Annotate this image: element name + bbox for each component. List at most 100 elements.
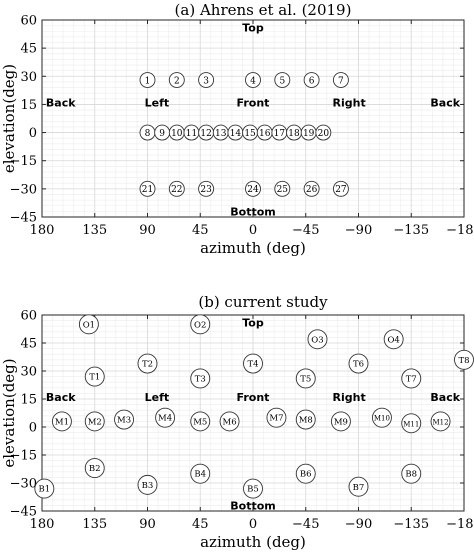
point-label: 20 (318, 129, 330, 139)
point-label: T7 (406, 375, 417, 385)
point-marker (295, 409, 316, 430)
point-label: 3 (203, 76, 209, 86)
point-marker (84, 458, 105, 479)
point-label: M10 (374, 415, 390, 423)
point-label: 4 (250, 76, 256, 86)
point-m11: M11 (401, 413, 422, 434)
region-label-back: Back (430, 391, 460, 404)
point-marker (430, 411, 451, 432)
point-13: 13 (212, 124, 229, 141)
point-label: 14 (230, 129, 242, 139)
point-label: 15 (244, 129, 256, 139)
point-label: 13 (215, 129, 227, 139)
point-marker (168, 72, 185, 88)
x-tick-label: −135 (393, 223, 429, 238)
y-tick-label: 60 (20, 14, 37, 29)
point-label: M4 (158, 414, 172, 424)
region-label-back: Back (46, 97, 76, 110)
y-tick-label: 30 (20, 365, 37, 380)
point-20: 20 (315, 124, 332, 141)
x-tick-label: −135 (393, 517, 429, 532)
point-marker (137, 353, 158, 374)
point-label: 11 (186, 129, 197, 139)
region-label-left: Left (145, 391, 170, 404)
point-label: O2 (194, 320, 206, 330)
chart-title: (a) Ahrens et al. (2019) (175, 1, 352, 19)
x-tick-label: −45 (292, 223, 319, 238)
point-marker (266, 407, 287, 428)
point-label: B3 (142, 481, 154, 491)
point-b2: B2 (84, 458, 105, 479)
point-2: 2 (168, 72, 185, 88)
region-label-front: Front (237, 391, 270, 404)
region-label-left: Left (145, 97, 170, 110)
point-label: M6 (222, 417, 236, 427)
point-label: B2 (89, 464, 101, 474)
point-25: 25 (274, 180, 291, 197)
point-label: M1 (55, 417, 69, 427)
y-tick-label: 15 (20, 98, 37, 113)
point-11: 11 (183, 124, 200, 141)
point-marker (295, 463, 316, 484)
point-8: 8 (139, 124, 156, 141)
x-tick-label: −180 (446, 517, 474, 532)
point-marker (243, 353, 263, 374)
point-marker (114, 409, 135, 430)
x-tick-label: 45 (192, 517, 209, 532)
point-label: O1 (83, 320, 95, 330)
x-tick-label: −90 (345, 517, 372, 532)
point-label: O3 (311, 335, 323, 345)
point-12: 12 (198, 124, 215, 141)
point-22: 22 (168, 180, 185, 197)
point-1: 1 (139, 72, 156, 88)
point-t1: T1 (84, 366, 105, 387)
point-label: M9 (334, 417, 348, 427)
point-label: M2 (88, 417, 102, 427)
x-tick-label: 0 (249, 517, 257, 532)
point-marker (190, 463, 211, 484)
point-marker (198, 72, 215, 88)
point-27: 27 (332, 180, 349, 197)
point-b4: B4 (190, 463, 211, 484)
point-marker (332, 180, 349, 197)
region-label-back: Back (430, 97, 460, 110)
x-tick-label: −180 (446, 223, 474, 238)
x-tick-label: 90 (139, 223, 156, 238)
point-t2: T2 (137, 353, 158, 374)
y-tick-label: −45 (10, 505, 37, 520)
point-b1: B1 (34, 478, 55, 499)
point-14: 14 (227, 124, 244, 141)
point-marker (190, 314, 211, 335)
point-m7: M7 (266, 407, 287, 428)
chart-panel-2: 180 135 90 45 0 −45 −90 −135 −180 −45 −30 −15 0 15 30 4… (0, 293, 474, 551)
point-marker (139, 72, 156, 88)
y-tick-label: −15 (10, 154, 37, 169)
point-label: T2 (142, 360, 153, 370)
point-label: T3 (195, 375, 206, 385)
x-tick-label: 45 (192, 223, 209, 238)
point-marker (243, 478, 263, 499)
point-o3: O3 (307, 329, 328, 350)
point-label: 21 (142, 185, 153, 195)
point-marker (307, 329, 328, 350)
point-label: 9 (159, 129, 165, 139)
point-marker (371, 407, 392, 428)
point-marker (245, 72, 261, 88)
point-5: 5 (274, 72, 291, 88)
point-marker (295, 368, 316, 389)
point-m1: M1 (51, 411, 72, 432)
x-axis-label: azimuth (deg) (200, 533, 306, 551)
point-t3: T3 (190, 368, 211, 389)
region-label-bottom: Bottom (230, 205, 275, 218)
point-marker (274, 180, 291, 197)
tick-marks (41, 19, 465, 218)
x-tick-label: 135 (82, 223, 107, 238)
point-m12: M12 (430, 411, 451, 432)
point-marker (137, 474, 158, 495)
point-label: B7 (353, 483, 365, 493)
point-label: 17 (274, 129, 286, 139)
point-label: M11 (403, 420, 419, 428)
region-label-top: Top (242, 22, 264, 35)
point-marker (348, 353, 369, 374)
